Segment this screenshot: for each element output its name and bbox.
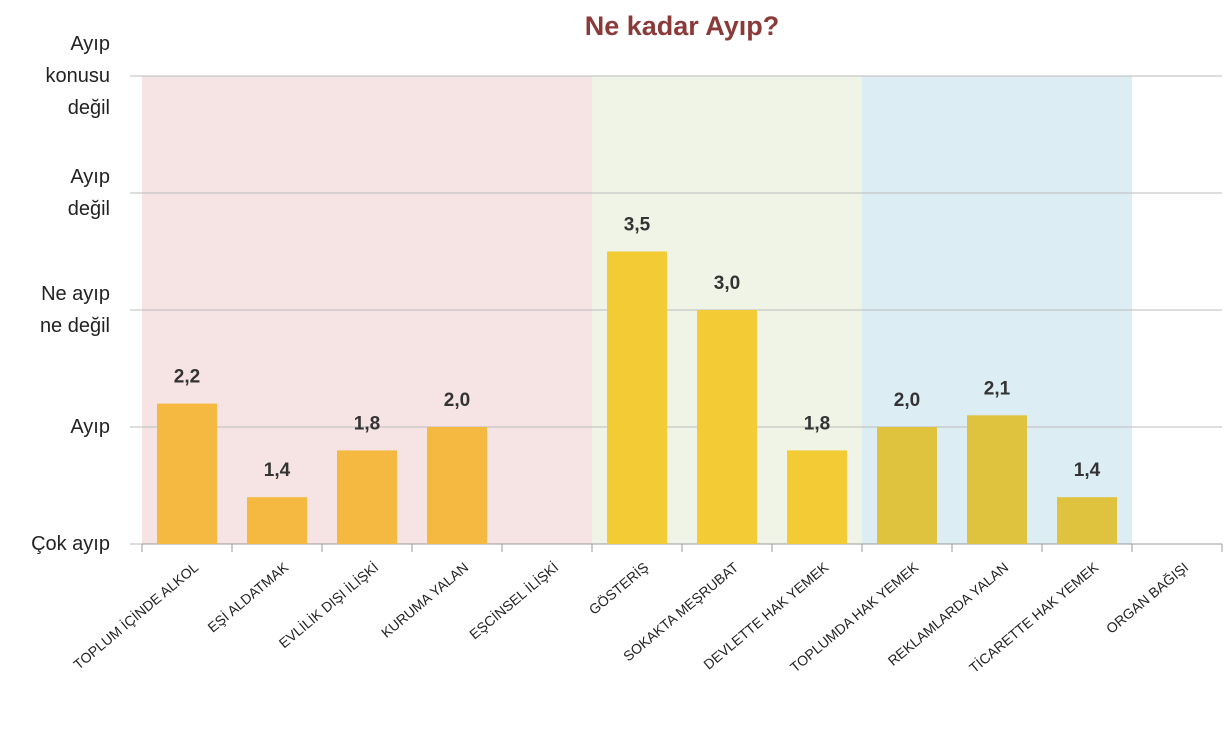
bar — [877, 427, 937, 544]
bar — [427, 427, 487, 544]
value-label: 3,0 — [714, 273, 740, 294]
bar — [337, 450, 397, 544]
value-label: 1,4 — [1074, 460, 1101, 481]
value-label: 1,4 — [264, 460, 291, 481]
value-label: 1,8 — [804, 413, 830, 434]
y-tick-label: Ayıp değil — [67, 166, 110, 220]
x-tick-label: GÖSTERİŞ — [585, 558, 651, 618]
x-tick-label: TOPLUM İÇİNDE ALKOL — [70, 558, 202, 673]
x-tick-label: KURUMA YALAN — [378, 559, 471, 641]
value-label: 2,2 — [174, 367, 200, 388]
bar — [967, 415, 1027, 544]
bar — [607, 251, 667, 544]
value-label: 2,0 — [894, 390, 920, 411]
y-tick-label: Çok ayıp — [31, 533, 110, 555]
value-label: 1,8 — [354, 413, 380, 434]
value-label: 2,1 — [984, 378, 1011, 399]
x-tick-label: EŞCİNSEL İLİŞKİ — [466, 558, 562, 642]
y-tick-label: Ne ayıp ne değil — [39, 283, 110, 337]
chart-title: Ne kadar Ayıp? — [585, 11, 780, 41]
bar — [787, 450, 847, 544]
bar — [157, 403, 217, 544]
bar — [697, 310, 757, 544]
bar — [1057, 497, 1117, 544]
value-label: 2,0 — [444, 390, 470, 411]
bar — [247, 497, 307, 544]
value-label: 3,5 — [624, 215, 651, 236]
x-tick-label: EVLİLİK DIŞI İLİŞKİ — [275, 558, 381, 651]
x-tick-label: EŞİ ALDATMAK — [204, 558, 292, 636]
y-tick-label: Ayıp — [70, 416, 110, 438]
y-tick-label: Ayıp konusu değil — [45, 33, 111, 119]
x-tick-label: ORGAN BAĞIŞI — [1103, 559, 1191, 637]
